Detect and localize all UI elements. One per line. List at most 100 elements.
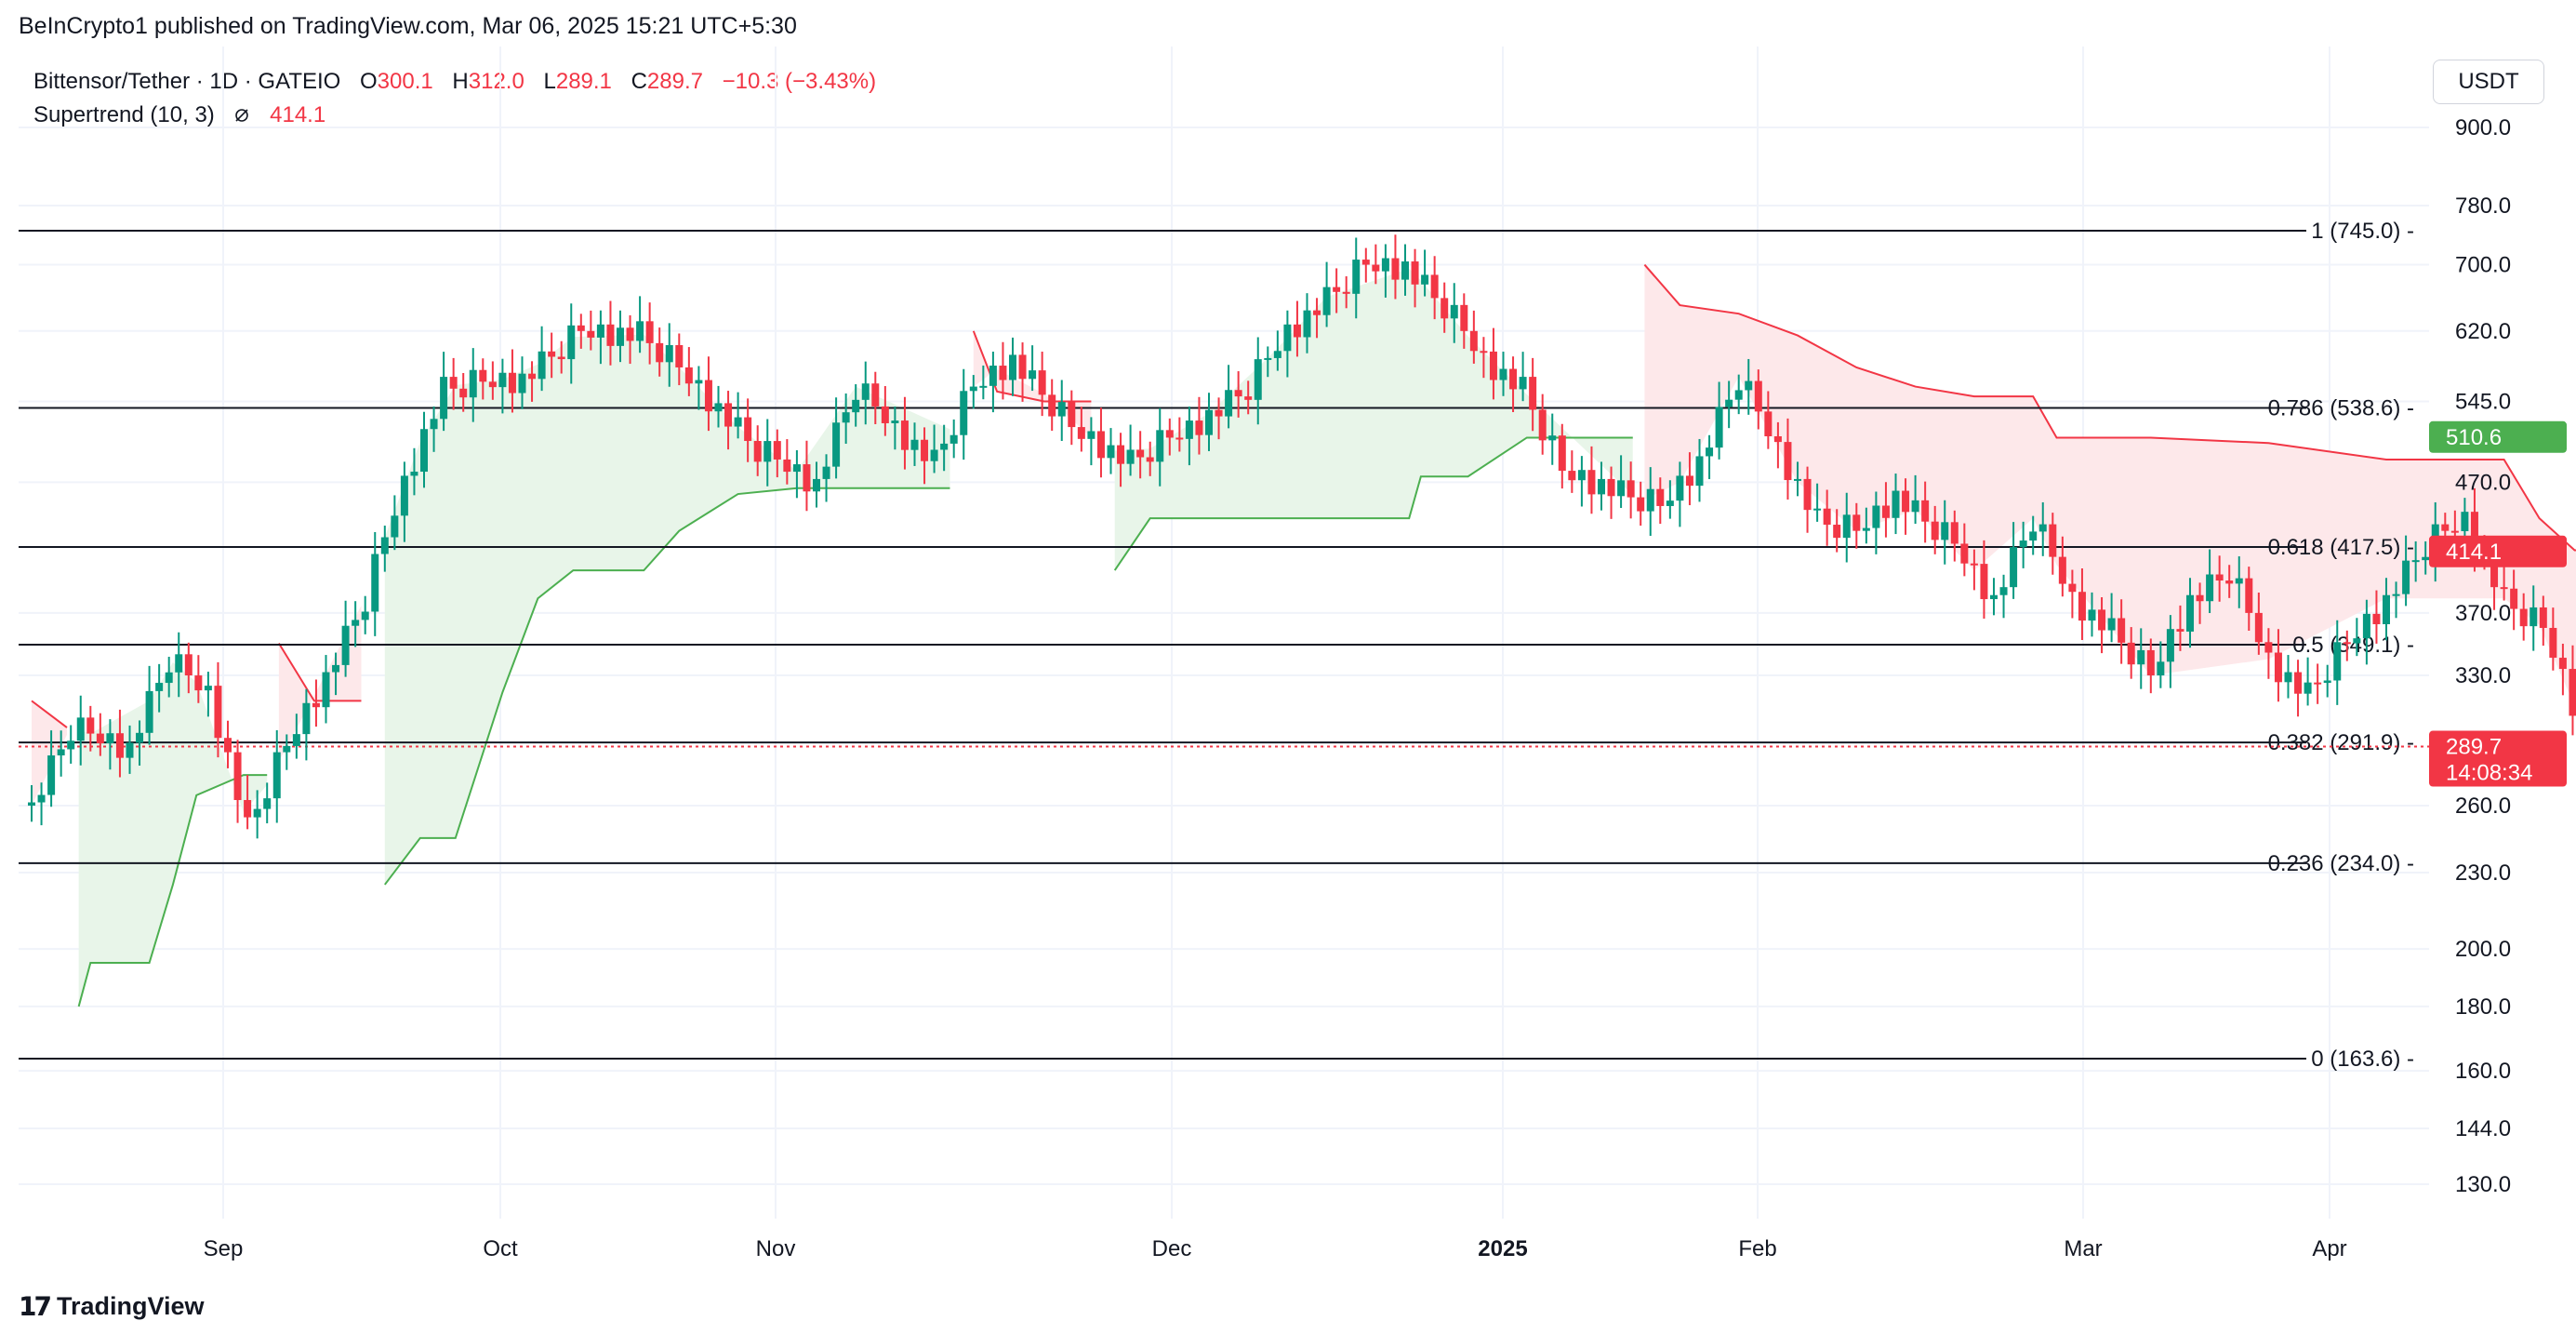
candle-body	[949, 434, 958, 444]
candle-body	[1450, 304, 1458, 319]
candle-body	[1773, 435, 1782, 443]
candle-body	[861, 383, 870, 400]
candle-body	[2470, 512, 2478, 553]
candle-body	[2372, 613, 2381, 625]
candle-body	[2333, 642, 2342, 681]
candle-body	[626, 327, 634, 341]
candle-body	[1833, 525, 1841, 539]
candle-body	[557, 356, 565, 360]
candle-body	[332, 664, 340, 673]
candle-body	[1156, 430, 1164, 462]
candle-body	[2019, 540, 2027, 548]
candle-body	[1117, 445, 1125, 464]
candle-body	[1872, 505, 1880, 528]
time-axis[interactable]: Sep Oct Nov Dec 2025 Feb Mar Apr	[204, 1236, 2347, 1261]
candle-body	[1725, 399, 1733, 407]
supertrend-fill-down	[278, 606, 362, 762]
candle-body	[1264, 357, 1272, 360]
indicator-row: Supertrend (10, 3) 414.1	[33, 99, 876, 132]
y-tick-label: 260.0	[2455, 794, 2511, 819]
candle-body	[1607, 478, 1615, 497]
candle-body	[1960, 543, 1969, 564]
candle-body	[2098, 609, 2106, 631]
close-value: 289.7	[646, 69, 703, 94]
candle-body	[832, 422, 841, 467]
candle-body	[184, 654, 193, 676]
candle-body	[695, 380, 703, 384]
candle-body	[764, 441, 772, 462]
candle-body	[2510, 588, 2518, 609]
candle-body	[969, 386, 977, 392]
candle-body	[2206, 574, 2214, 602]
candle-body	[2088, 609, 2096, 621]
candle-body	[528, 373, 537, 380]
candle-body	[1813, 508, 1822, 511]
candle-body	[1215, 409, 1223, 417]
y-tick-label: 620.0	[2455, 319, 2511, 344]
supertrend-fill-up	[78, 661, 268, 1007]
candle-body	[773, 441, 781, 460]
candle-body	[2254, 612, 2263, 643]
candle-body	[1666, 500, 1674, 506]
tradingview-logo[interactable]: 𝟭𝟳 TradingView	[19, 1291, 205, 1322]
price-badge	[2429, 535, 2567, 567]
supertrend-line-down	[31, 700, 68, 728]
indicator-value: 414.1	[270, 102, 326, 127]
supertrend-line-up	[77, 774, 268, 1007]
candle-body	[548, 351, 556, 357]
candle-body	[410, 472, 418, 476]
candle-body	[656, 342, 664, 363]
tradingview-logo-icon: 𝟭𝟳	[19, 1292, 52, 1321]
supertrend-line-up	[1113, 436, 1633, 571]
candle-body	[617, 327, 624, 346]
candle-body	[136, 732, 144, 743]
x-tick-label: Dec	[1152, 1236, 1192, 1261]
candle-body	[361, 611, 369, 620]
currency-button[interactable]: USDT	[2433, 60, 2544, 104]
candle-body	[1029, 370, 1037, 380]
candle-body	[1165, 430, 1174, 438]
eye-off-icon[interactable]	[233, 107, 250, 124]
candle-body	[1568, 471, 1576, 481]
candle-body	[126, 742, 134, 758]
candle-body	[2049, 524, 2057, 557]
candle-body	[380, 537, 389, 554]
price-axis[interactable]: 900.0 780.0 700.0 620.0 545.0 470.0 370.0 330.0…	[2455, 115, 2511, 1197]
fib-label: 0.382 (291.9) -	[2268, 730, 2414, 755]
indicator-label[interactable]: Supertrend (10, 3)	[33, 102, 215, 127]
candle-body	[989, 366, 997, 386]
candle-body	[1342, 291, 1350, 294]
candle-body	[2422, 556, 2430, 561]
candle-body	[420, 429, 428, 473]
candle-body	[2029, 531, 2038, 541]
chart-legend: Bittensor/Tether · 1D · GATEIO O300.1 H3…	[33, 65, 876, 132]
candle-body	[1185, 420, 1193, 439]
y-tick-label: 545.0	[2455, 390, 2511, 415]
x-tick-label: Sep	[204, 1236, 244, 1261]
candle-body	[1862, 527, 1870, 531]
candle-body	[1784, 442, 1792, 481]
candle-body	[1273, 351, 1281, 358]
candle-body	[1617, 480, 1626, 497]
candle-body	[1313, 310, 1321, 315]
y-tick-label: 144.0	[2455, 1116, 2511, 1141]
symbol-label[interactable]: Bittensor/Tether · 1D · GATEIO	[33, 69, 341, 94]
candle-body	[1715, 407, 1723, 448]
candle-body	[881, 406, 889, 423]
ohlc-row: Bittensor/Tether · 1D · GATEIO O300.1 H3…	[33, 65, 876, 99]
candle-body	[2176, 629, 2184, 632]
candle-body	[341, 625, 350, 665]
candle-body	[1695, 456, 1704, 487]
candle-body	[1970, 563, 1978, 566]
candle-body	[2225, 580, 2234, 584]
candle-body	[440, 377, 448, 420]
candle-body	[1892, 490, 1900, 518]
candle-body	[783, 459, 791, 473]
candle-body	[1538, 409, 1547, 441]
price-badge	[2429, 420, 2567, 453]
candle-body	[891, 420, 899, 423]
candle-body	[1381, 258, 1389, 272]
candle-body	[322, 672, 330, 708]
candle-body	[2245, 578, 2253, 613]
